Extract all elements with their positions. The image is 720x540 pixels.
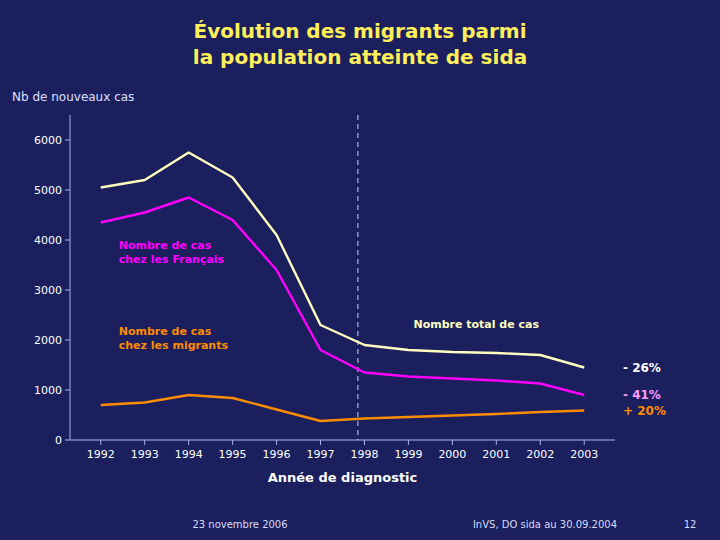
y-tick-label: 4000 xyxy=(34,234,62,247)
text-line: Nombre total de cas xyxy=(413,318,539,331)
y-axis xyxy=(70,115,71,440)
change-label: + 20% xyxy=(623,404,666,418)
series-line xyxy=(101,198,584,396)
x-tick-label: 1997 xyxy=(307,448,335,461)
series-line xyxy=(101,395,584,421)
x-tick xyxy=(188,440,189,445)
x-axis xyxy=(70,440,615,441)
x-tick xyxy=(144,440,145,445)
x-tick xyxy=(496,440,497,445)
footnote: InVS, DO sida au 30.09.2004 xyxy=(473,519,617,530)
x-tick-label: 1998 xyxy=(350,448,378,461)
x-tick-label: 2000 xyxy=(438,448,466,461)
text-line: chez les migrants xyxy=(119,339,229,352)
x-tick xyxy=(320,440,321,445)
x-tick-label: 1996 xyxy=(263,448,291,461)
x-tick xyxy=(408,440,409,445)
y-tick xyxy=(65,340,70,341)
y-tick xyxy=(65,290,70,291)
text-line: chez les Français xyxy=(119,253,225,266)
x-tick-label: 2002 xyxy=(526,448,554,461)
x-tick-label: 1995 xyxy=(219,448,247,461)
chart: Évolution des migrants parmila populatio… xyxy=(0,0,720,540)
y-tick xyxy=(65,390,70,391)
x-label: Année de diagnostic xyxy=(268,470,418,485)
y-tick xyxy=(65,190,70,191)
y-tick-label: 2000 xyxy=(34,334,62,347)
footnote: 12 xyxy=(684,519,697,530)
series-label: Nombre total de cas xyxy=(413,318,539,331)
x-tick-label: 1993 xyxy=(131,448,159,461)
x-tick xyxy=(364,440,365,445)
x-tick xyxy=(100,440,101,445)
text-line: Nombre de cas xyxy=(119,239,212,252)
y-tick xyxy=(65,140,70,141)
change-label: - 26% xyxy=(623,361,661,375)
series-label: Nombre de caschez les Français xyxy=(119,239,225,266)
x-tick xyxy=(540,440,541,445)
y-tick-label: 5000 xyxy=(34,184,62,197)
text-line: la population atteinte de sida xyxy=(193,45,527,69)
text-line: Nombre de cas xyxy=(119,325,212,338)
x-tick xyxy=(452,440,453,445)
y-tick xyxy=(65,440,70,441)
x-tick xyxy=(276,440,277,445)
y-tick-label: 1000 xyxy=(34,384,62,397)
y-tick-label: 0 xyxy=(55,434,62,447)
series-line xyxy=(101,153,584,368)
y-tick xyxy=(65,240,70,241)
background xyxy=(0,0,720,540)
text-line: Évolution des migrants parmi xyxy=(193,19,526,43)
series-label: Nombre de caschez les migrants xyxy=(119,325,229,352)
y-tick-label: 6000 xyxy=(34,134,62,147)
x-tick-label: 1994 xyxy=(175,448,203,461)
y-tick-label: 3000 xyxy=(34,284,62,297)
y-label: Nb de nouveaux cas xyxy=(12,90,134,104)
x-tick-label: 1999 xyxy=(394,448,422,461)
change-label: - 41% xyxy=(623,388,661,402)
footnote: 23 novembre 2006 xyxy=(192,519,287,530)
x-tick-label: 2001 xyxy=(482,448,510,461)
x-tick xyxy=(232,440,233,445)
x-tick xyxy=(584,440,585,445)
x-tick-label: 1992 xyxy=(87,448,115,461)
plot-area xyxy=(101,115,584,440)
reference-line xyxy=(357,115,358,440)
title: Évolution des migrants parmila populatio… xyxy=(193,19,527,69)
x-tick-label: 2003 xyxy=(570,448,598,461)
